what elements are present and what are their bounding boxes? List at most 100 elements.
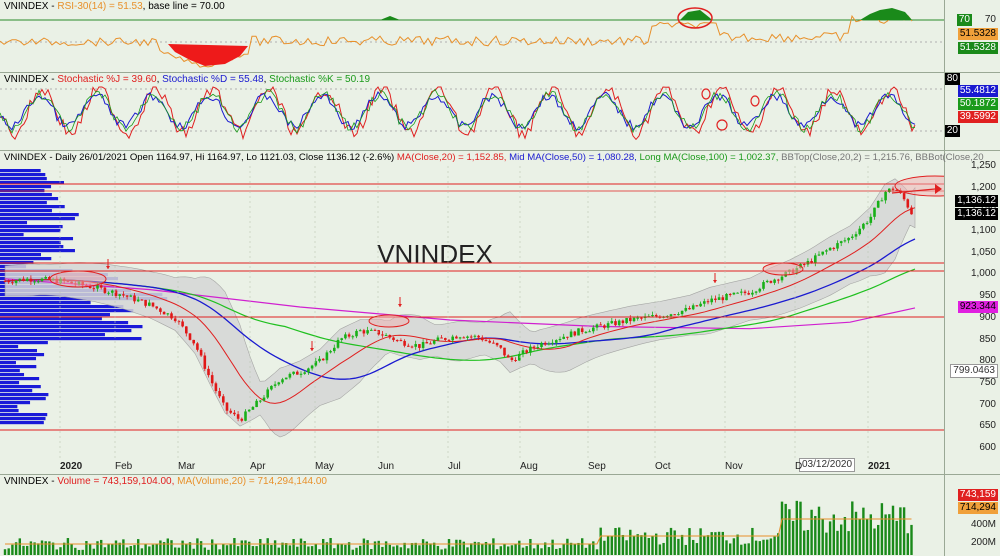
candle-body	[255, 400, 258, 408]
candle-body	[547, 343, 551, 345]
volume-bar	[636, 534, 639, 555]
volume-panel[interactable]: VNINDEX - Volume = 743,159,104.00, MA(Vo…	[0, 475, 1000, 556]
volume-bar	[447, 539, 451, 555]
volume-bar	[514, 544, 517, 555]
volume-bar	[299, 538, 303, 555]
candle-body	[836, 243, 839, 249]
candle-body	[96, 285, 99, 289]
volume-bar	[473, 541, 477, 555]
volume-bar	[825, 532, 828, 555]
volume-bar	[740, 544, 743, 555]
candle-body	[407, 345, 410, 347]
candle-body	[122, 294, 125, 296]
volume-profile-bar	[0, 361, 16, 365]
rsi-panel[interactable]: VNINDEX - RSI-30(14) = 51.53, base line …	[0, 0, 1000, 73]
candle-body	[469, 336, 473, 338]
volume-profile-bar	[0, 417, 46, 421]
volume-bar	[370, 549, 373, 555]
month-gridlines	[59, 166, 869, 458]
volume-bar	[666, 532, 669, 555]
volume-bar	[148, 546, 151, 555]
volume-bar	[703, 535, 706, 555]
candle-body	[281, 379, 284, 383]
candle-body	[270, 385, 273, 390]
candle-body	[314, 361, 318, 366]
volume-bar	[577, 542, 580, 555]
volume-profile-bar	[0, 369, 20, 373]
candle-body	[614, 321, 617, 326]
price-ohlc: VNINDEX - Daily 26/01/2021 Open 1164.97,…	[4, 152, 397, 163]
volume-bar	[525, 546, 528, 555]
month-label: Nov	[725, 461, 743, 472]
volume-bar	[384, 541, 388, 555]
volume-bar	[751, 527, 754, 555]
volume-bar	[96, 541, 99, 555]
volume-bar	[558, 548, 562, 555]
candle-body	[318, 358, 321, 362]
volume-plot	[3, 500, 913, 555]
volume-bar	[440, 549, 443, 555]
candle-body	[218, 391, 221, 397]
price-tick: 1,100	[970, 225, 996, 237]
candle-body	[129, 295, 133, 297]
volume-bar	[888, 514, 891, 555]
volume-profile-bar	[0, 413, 48, 417]
candle-body	[229, 410, 232, 413]
volume-bar	[277, 547, 280, 555]
stoch-tag-k: 50.1872	[957, 98, 998, 110]
volume-bar	[307, 546, 310, 555]
candle-body	[247, 409, 251, 412]
candle-body	[495, 342, 499, 346]
volume-bar	[48, 541, 51, 555]
volume-bar	[129, 546, 132, 555]
candle-body	[162, 311, 166, 315]
price-panel[interactable]: VNINDEX - Daily 26/01/2021 Open 1164.97,…	[0, 151, 1000, 475]
volume-bar	[114, 540, 118, 555]
candle-body	[521, 350, 525, 354]
candle-body	[451, 336, 454, 341]
volume-bar	[199, 541, 203, 555]
volume-bar	[466, 547, 469, 555]
candle-body	[854, 234, 858, 237]
candle-body	[40, 278, 44, 282]
candle-body	[529, 346, 532, 353]
volume-bar	[55, 549, 58, 555]
volume-bar	[791, 520, 795, 555]
volume-bar	[806, 529, 810, 555]
volume-bar	[462, 541, 465, 555]
candle-body	[251, 407, 255, 410]
volume-bar	[137, 539, 140, 555]
stochastic-panel[interactable]: VNINDEX - Stochastic %J = 39.60, Stochas…	[0, 73, 1000, 151]
candle-body	[828, 247, 832, 251]
volume-profile-bar	[0, 365, 37, 369]
volume-bar	[444, 548, 447, 555]
volume-bar	[714, 532, 717, 555]
price-tick: 950	[979, 290, 996, 302]
volume-bar	[59, 547, 62, 555]
candle-body	[732, 292, 736, 295]
volume-bar	[481, 544, 484, 555]
volume-bar	[333, 548, 336, 555]
volume-bar	[555, 548, 558, 555]
candle-body	[210, 375, 214, 384]
candle-body	[562, 336, 565, 339]
volume-bar	[766, 539, 769, 555]
candle-body	[203, 355, 207, 369]
volume-bar	[207, 549, 210, 555]
volume-bar	[699, 528, 702, 555]
candle-body	[351, 336, 355, 338]
volume-profile-bar	[0, 345, 19, 349]
candle-body	[773, 279, 776, 283]
candle-body	[462, 337, 466, 339]
candle-body	[577, 328, 580, 336]
bbtop-label: BBTop(Close,20,2) = 1,215.76,	[781, 152, 913, 163]
volume-bar	[259, 538, 262, 555]
rsi-oversold-area	[168, 44, 248, 66]
volume-bar	[840, 524, 843, 555]
rsi-highlight-ellipse	[677, 7, 713, 29]
volume-profile-bar	[0, 233, 24, 237]
rsi-header: VNINDEX - RSI-30(14) = 51.53, base line …	[4, 1, 225, 12]
candle-body	[196, 343, 199, 350]
volume-bar	[251, 546, 255, 555]
signal-marker-head	[713, 280, 717, 283]
